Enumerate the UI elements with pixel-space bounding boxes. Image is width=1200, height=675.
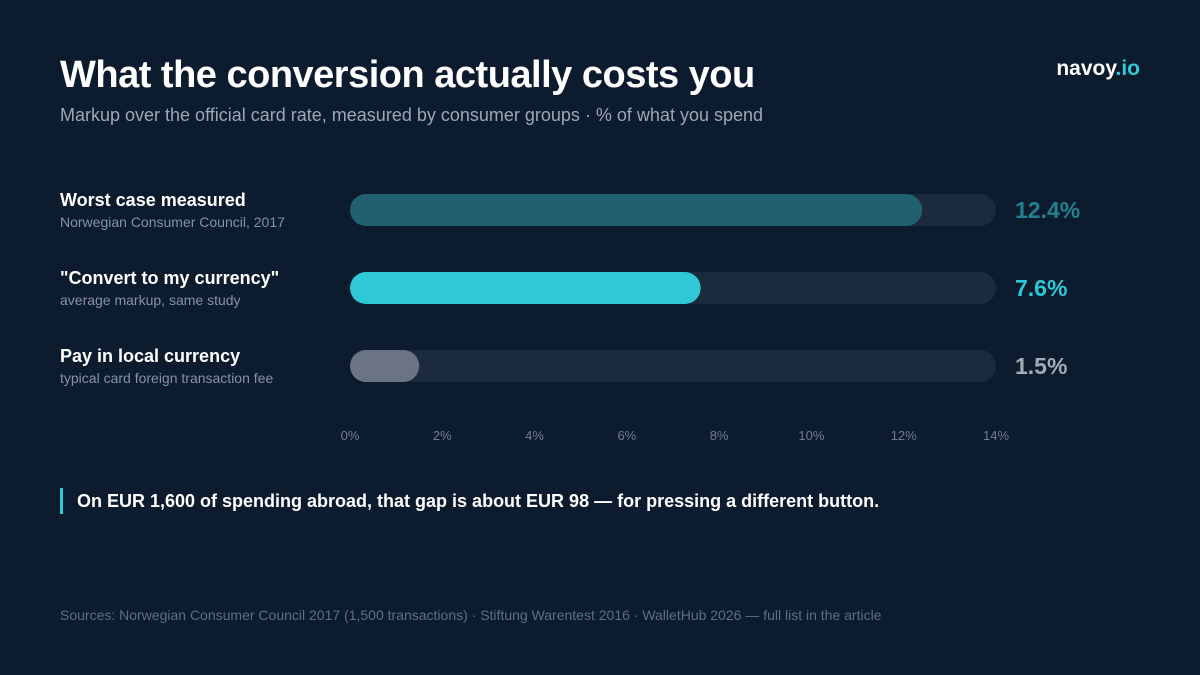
- row-title: Worst case measured: [60, 190, 246, 210]
- bar-track-pay-in-local-currency: [350, 350, 996, 382]
- row-subtitle: typical card foreign transaction fee: [60, 370, 274, 386]
- bar-worst-case-measured: [350, 194, 923, 226]
- row-label-local: Pay in local currency typical card forei…: [60, 345, 273, 387]
- callout-note: On EUR 1,600 of spending abroad, that ga…: [60, 488, 879, 514]
- x-tick-label: 14%: [983, 428, 1009, 443]
- sources-footnote: Sources: Norwegian Consumer Council 2017…: [60, 607, 882, 623]
- value-label-convert-to-my-currency: 7.6%: [1015, 275, 1067, 301]
- row-label-convert: "Convert to my currency" average markup,…: [60, 267, 279, 309]
- x-tick-label: 10%: [798, 428, 824, 443]
- bar-pay-in-local-currency: [350, 350, 420, 382]
- row-label-worst-case: Worst case measured Norwegian Consumer C…: [60, 189, 285, 231]
- x-tick-label: 4%: [525, 428, 544, 443]
- x-tick-label: 12%: [891, 428, 917, 443]
- row-subtitle: average markup, same study: [60, 292, 241, 308]
- row-title: "Convert to my currency": [60, 268, 280, 288]
- value-label-worst-case-measured: 12.4%: [1015, 197, 1080, 223]
- brand-name: navoy: [1056, 57, 1116, 80]
- brand-tld: .io: [1115, 57, 1141, 80]
- bar-convert-to-my-currency: [350, 272, 701, 304]
- x-tick-label: 6%: [617, 428, 636, 443]
- brand-logo: navoy.io: [1056, 56, 1140, 82]
- x-tick-label: 0%: [341, 428, 360, 443]
- chart-title: What the conversion actually costs you: [60, 54, 755, 96]
- chart-subtitle: Markup over the official card rate, meas…: [60, 105, 764, 125]
- x-tick-label: 2%: [433, 428, 452, 443]
- value-label-pay-in-local-currency: 1.5%: [1015, 353, 1067, 379]
- row-title: Pay in local currency: [60, 346, 241, 366]
- row-subtitle: Norwegian Consumer Council, 2017: [60, 214, 285, 230]
- x-tick-label: 8%: [710, 428, 729, 443]
